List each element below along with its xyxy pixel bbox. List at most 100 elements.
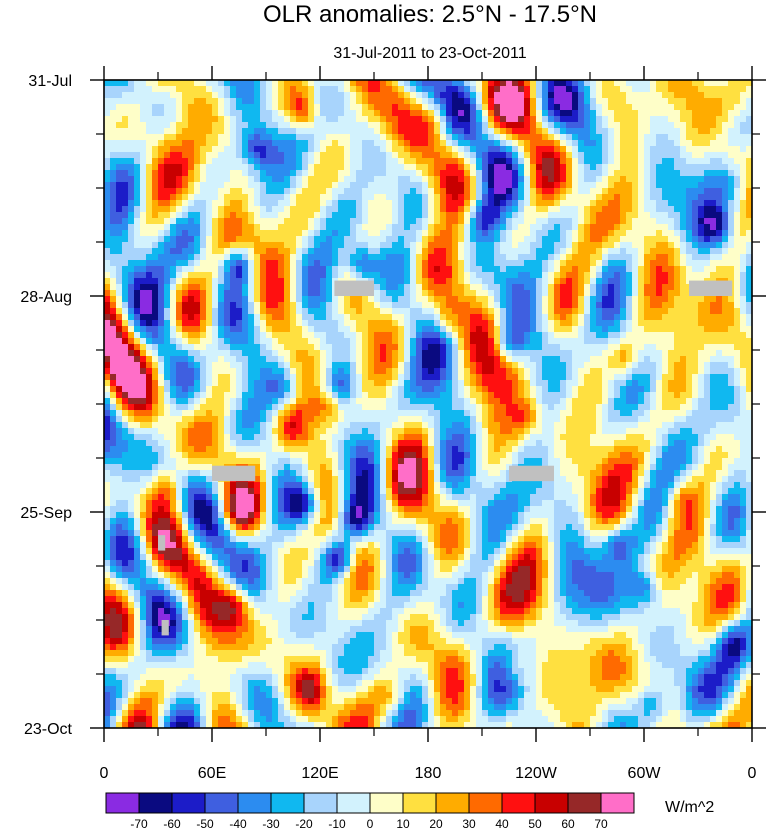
heatmap-cell xyxy=(248,260,255,267)
heatmap-cell xyxy=(104,266,111,273)
heatmap-cell xyxy=(242,110,249,117)
heatmap-cell xyxy=(434,110,441,117)
heatmap-cell xyxy=(122,158,129,165)
heatmap-cell xyxy=(536,98,543,105)
heatmap-cell xyxy=(614,194,621,201)
heatmap-cell xyxy=(332,98,339,105)
heatmap-cell xyxy=(350,146,357,153)
heatmap-cell xyxy=(512,278,519,285)
heatmap-cell xyxy=(116,170,123,177)
heatmap-cell xyxy=(188,242,195,249)
heatmap-cell xyxy=(554,176,561,183)
heatmap-cell xyxy=(296,140,303,147)
heatmap-cell xyxy=(440,122,447,129)
heatmap-cell xyxy=(638,278,645,285)
heatmap-cell xyxy=(674,188,681,195)
heatmap-cell xyxy=(224,242,231,249)
heatmap-cell xyxy=(680,344,687,351)
heatmap-cell xyxy=(278,140,285,147)
heatmap-cell xyxy=(152,272,159,279)
heatmap-cell xyxy=(392,308,399,315)
heatmap-cell xyxy=(224,236,231,243)
heatmap-cell xyxy=(734,326,741,333)
heatmap-cell xyxy=(494,230,501,237)
heatmap-cell xyxy=(638,230,645,237)
heatmap-cell xyxy=(488,152,495,159)
heatmap-cell xyxy=(428,164,435,171)
heatmap-cell xyxy=(674,164,681,171)
heatmap-cell xyxy=(482,122,489,129)
heatmap-cell xyxy=(740,278,747,285)
heatmap-cell xyxy=(332,332,339,339)
heatmap-cell xyxy=(308,200,315,207)
heatmap-cell xyxy=(590,86,597,93)
heatmap-cell xyxy=(128,356,135,363)
heatmap-cell xyxy=(470,218,477,225)
heatmap-cell xyxy=(470,80,477,87)
heatmap-cell xyxy=(338,320,345,327)
heatmap-cell xyxy=(266,338,273,345)
heatmap-cell xyxy=(218,332,225,339)
heatmap-cell xyxy=(158,356,165,363)
heatmap-cell xyxy=(374,260,381,267)
heatmap-cell xyxy=(194,338,201,345)
heatmap-cell xyxy=(464,212,471,219)
heatmap-cell xyxy=(146,338,153,345)
heatmap-cell xyxy=(698,338,705,345)
heatmap-cell xyxy=(290,146,297,153)
heatmap-cell xyxy=(542,272,549,279)
heatmap-cell xyxy=(128,284,135,291)
heatmap-cell xyxy=(512,176,519,183)
heatmap-cell xyxy=(266,302,273,309)
heatmap-cell xyxy=(362,206,369,213)
heatmap-cell xyxy=(560,218,567,225)
heatmap-cell xyxy=(644,326,651,333)
heatmap-cell xyxy=(140,170,147,177)
heatmap-cell xyxy=(710,122,717,129)
heatmap-cell xyxy=(404,260,411,267)
heatmap-cell xyxy=(746,278,753,285)
heatmap-cell xyxy=(488,320,495,327)
heatmap-cell xyxy=(224,116,231,123)
heatmap-cell xyxy=(572,182,579,189)
heatmap-cell xyxy=(662,278,669,285)
heatmap-cell xyxy=(602,110,609,117)
heatmap-cell xyxy=(338,230,345,237)
heatmap-cell xyxy=(326,98,333,105)
heatmap-cell xyxy=(260,218,267,225)
heatmap-cell xyxy=(206,194,213,201)
heatmap-cell xyxy=(668,182,675,189)
heatmap-cell xyxy=(530,122,537,129)
heatmap-cell xyxy=(506,146,513,153)
heatmap-cell xyxy=(140,272,147,279)
heatmap-cell xyxy=(440,152,447,159)
heatmap-cell xyxy=(122,326,129,333)
heatmap-cell xyxy=(374,134,381,141)
heatmap-cell xyxy=(152,230,159,237)
heatmap-cell xyxy=(374,254,381,261)
heatmap-cell xyxy=(386,104,393,111)
heatmap-cell xyxy=(386,182,393,189)
heatmap-cell xyxy=(578,116,585,123)
heatmap-cell xyxy=(236,230,243,237)
heatmap-cell xyxy=(728,122,735,129)
heatmap-cell xyxy=(554,146,561,153)
heatmap-cell xyxy=(536,86,543,93)
heatmap-cell xyxy=(596,104,603,111)
heatmap-cell xyxy=(290,248,297,255)
heatmap-cell xyxy=(662,104,669,111)
heatmap-cell xyxy=(488,350,495,357)
heatmap-cell xyxy=(512,290,519,297)
heatmap-cell xyxy=(248,116,255,123)
heatmap-cell xyxy=(590,158,597,165)
heatmap-cell xyxy=(596,152,603,159)
heatmap-cell xyxy=(356,230,363,237)
heatmap-cell xyxy=(134,338,141,345)
heatmap-cell xyxy=(416,332,423,339)
heatmap-cell xyxy=(200,188,207,195)
heatmap-cell xyxy=(242,134,249,141)
heatmap-cell xyxy=(284,152,291,159)
heatmap-cell xyxy=(494,164,501,171)
heatmap-cell xyxy=(290,284,297,291)
